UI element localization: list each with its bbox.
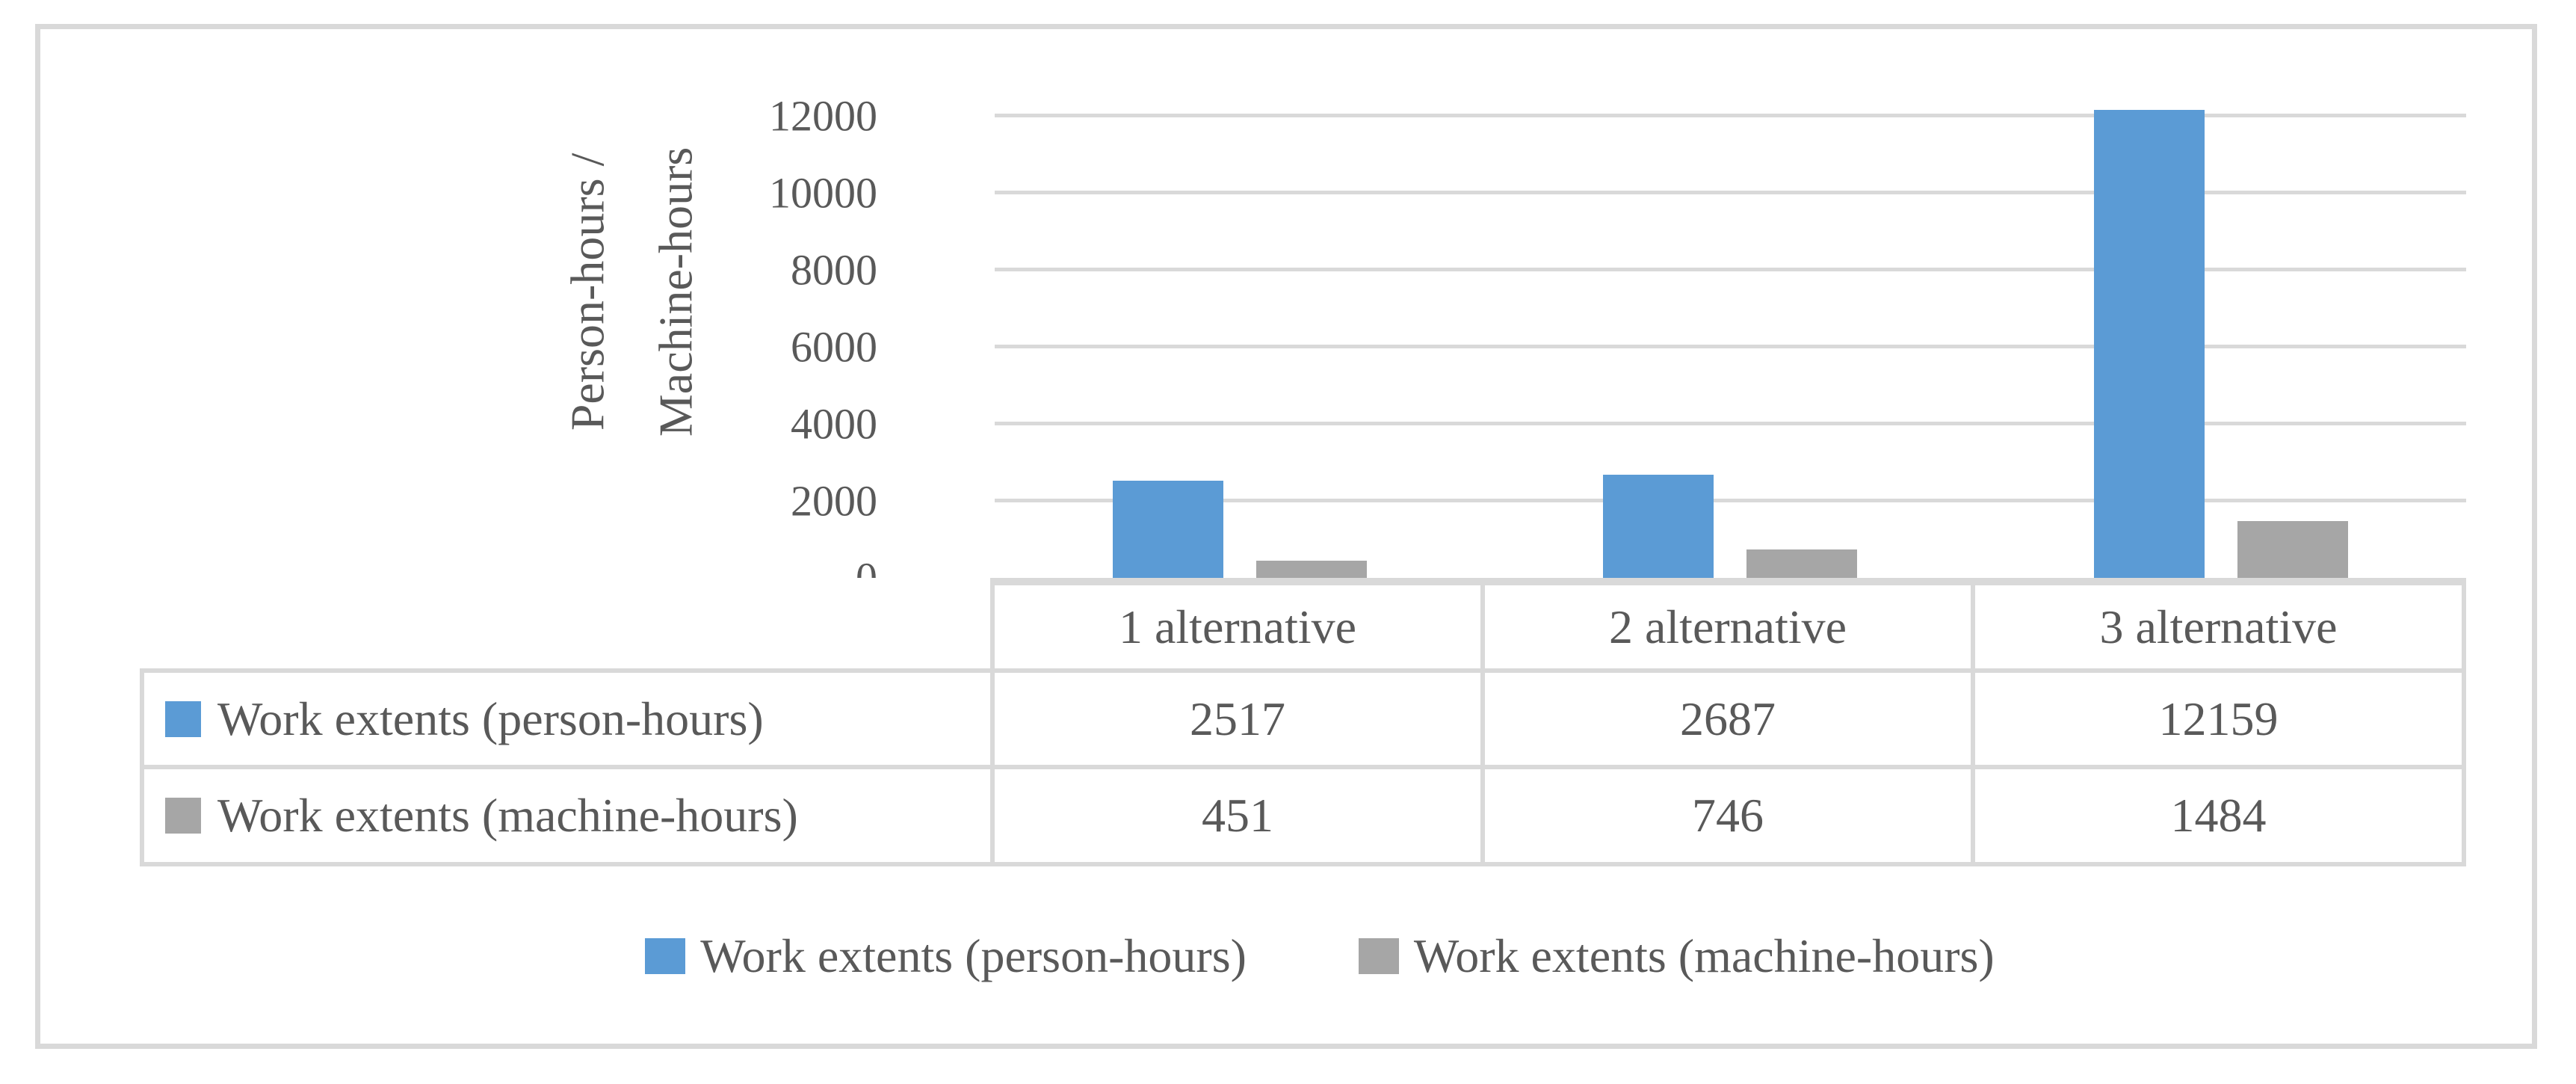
series-row-label-machine-hours: Work extents (machine-hours) bbox=[140, 769, 995, 866]
value-machine-hours-3: 1484 bbox=[1975, 769, 2466, 866]
value-person-hours-2: 2687 bbox=[1485, 673, 1975, 769]
series-name-machine-hours: Work extents (machine-hours) bbox=[217, 789, 798, 842]
y-tick-label: 6000 bbox=[791, 322, 877, 372]
chart-legend: Work extents (person-hours) Work extents… bbox=[40, 911, 2532, 1001]
y-tick-label: 2000 bbox=[791, 476, 877, 526]
gridline bbox=[995, 499, 2466, 502]
gridline bbox=[995, 422, 2466, 426]
value-machine-hours-1: 451 bbox=[995, 769, 1485, 866]
legend-label-machine-hours: Work extents (machine-hours) bbox=[1413, 929, 1995, 982]
plot-area bbox=[995, 109, 2466, 578]
category-header-2: 2 alternative bbox=[1485, 578, 1975, 673]
gridline bbox=[995, 345, 2466, 348]
legend-item-person-hours: Work extents (person-hours) bbox=[645, 929, 1247, 984]
category-header-1: 1 alternative bbox=[995, 578, 1485, 673]
y-tick-label: 10000 bbox=[769, 168, 877, 218]
value-person-hours-3: 12159 bbox=[1975, 673, 2466, 769]
bar-group-alternative-2 bbox=[1485, 116, 1975, 578]
bar-machine-hours-1 bbox=[1256, 560, 1368, 578]
gridline bbox=[995, 268, 2466, 271]
y-tick-label: 12000 bbox=[769, 91, 877, 141]
bar-person-hours-2 bbox=[1603, 474, 1714, 578]
series-swatch-person-hours bbox=[165, 700, 201, 737]
bar-group-alternative-1 bbox=[995, 116, 1485, 578]
data-table: 1 alternative 2 alternative 3 alternativ… bbox=[140, 578, 2466, 866]
legend-swatch-machine-hours bbox=[1358, 938, 1399, 974]
y-tick-label: 4000 bbox=[791, 399, 877, 449]
value-machine-hours-2: 746 bbox=[1485, 769, 1975, 866]
figure-frame: Person-hours / Machine-hours 0 2000 4000… bbox=[35, 24, 2537, 1049]
bar-person-hours-1 bbox=[1113, 481, 1224, 578]
value-person-hours-1: 2517 bbox=[995, 673, 1485, 769]
bar-machine-hours-3 bbox=[2237, 520, 2348, 578]
y-axis-tick-labels: 0 2000 4000 6000 8000 10000 12000 bbox=[676, 92, 877, 603]
bar-groups bbox=[995, 109, 2466, 578]
bar-machine-hours-2 bbox=[1746, 549, 1858, 578]
series-name-person-hours: Work extents (person-hours) bbox=[217, 692, 764, 745]
gridline bbox=[995, 191, 2466, 195]
table-corner-cell bbox=[140, 578, 995, 673]
gridline bbox=[995, 114, 2466, 117]
legend-swatch-person-hours bbox=[645, 938, 686, 974]
legend-item-machine-hours: Work extents (machine-hours) bbox=[1358, 929, 1995, 984]
bar-person-hours-3 bbox=[2093, 109, 2205, 578]
category-header-3: 3 alternative bbox=[1975, 578, 2466, 673]
series-row-label-person-hours: Work extents (person-hours) bbox=[140, 673, 995, 769]
series-swatch-machine-hours bbox=[165, 798, 201, 834]
y-tick-label: 8000 bbox=[791, 245, 877, 295]
legend-label-person-hours: Work extents (person-hours) bbox=[700, 929, 1247, 982]
bar-group-alternative-3 bbox=[1976, 109, 2466, 578]
